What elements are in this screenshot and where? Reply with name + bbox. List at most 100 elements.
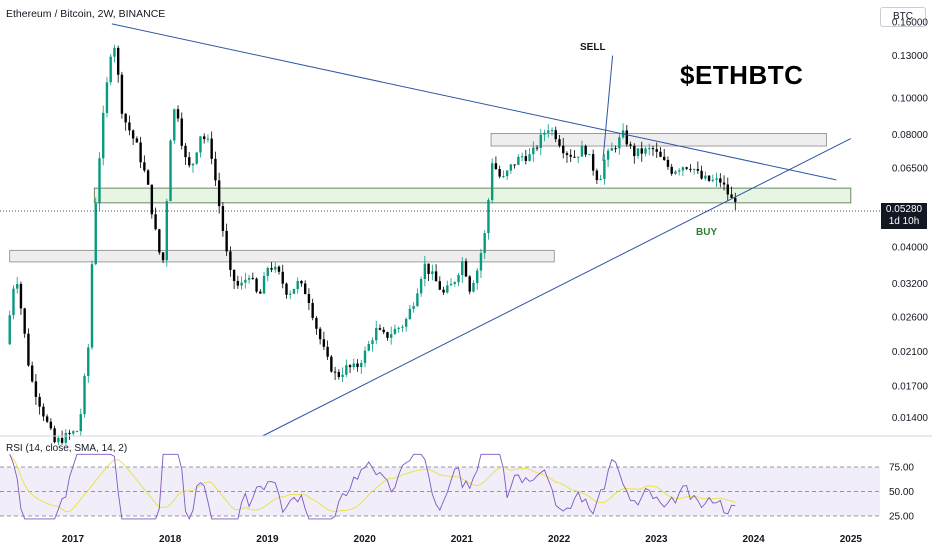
price-tick-label: 0.01400 <box>892 413 929 424</box>
candle <box>431 264 434 281</box>
candle-body <box>184 145 187 158</box>
candle <box>442 286 445 295</box>
candle <box>199 136 202 158</box>
candle-body <box>116 47 120 75</box>
candle-body <box>8 315 11 345</box>
candle <box>158 228 161 255</box>
candle-body <box>524 156 528 161</box>
candle-body <box>689 168 692 170</box>
candle-body <box>16 283 19 289</box>
candle-body <box>419 279 423 294</box>
candle <box>143 155 146 173</box>
candle-body <box>591 154 595 171</box>
candle-body <box>229 251 232 270</box>
candle <box>543 129 546 142</box>
candle <box>98 152 101 211</box>
buy-label: BUY <box>696 227 718 238</box>
candle <box>262 271 266 294</box>
candle <box>195 151 198 166</box>
candle-body <box>158 229 161 253</box>
candle-body <box>255 278 258 292</box>
candle-body <box>318 328 322 340</box>
candle <box>412 302 415 313</box>
candle <box>16 276 19 294</box>
sell-label: SELL <box>580 42 606 53</box>
candle-body <box>386 332 389 338</box>
candle-body <box>625 130 629 145</box>
candle <box>614 145 617 153</box>
trendlines-layer <box>111 23 852 437</box>
candle <box>109 54 112 86</box>
candle <box>722 175 726 191</box>
candle-body <box>251 277 255 279</box>
candle <box>352 358 355 370</box>
candle <box>311 298 314 321</box>
candle <box>292 288 296 295</box>
candle <box>333 366 337 380</box>
candle-body <box>12 288 15 316</box>
candle <box>532 141 535 162</box>
time-tick-label: 2020 <box>354 534 377 545</box>
candle <box>367 340 370 352</box>
candle <box>461 256 464 283</box>
candle <box>277 265 281 275</box>
candle <box>285 282 288 299</box>
candle-body <box>202 136 206 140</box>
currency-button[interactable]: BTC <box>880 7 926 27</box>
candle-body <box>19 283 23 309</box>
candle-body <box>188 157 191 166</box>
price-tick-label: 0.08000 <box>892 130 929 141</box>
candle-body <box>356 363 359 368</box>
candle-body <box>461 261 464 275</box>
candle <box>120 71 124 119</box>
candle-body <box>711 179 715 181</box>
candle-body <box>173 109 176 141</box>
candle <box>494 156 498 170</box>
candle-body <box>618 137 621 149</box>
candle-body <box>434 271 438 282</box>
candle-body <box>734 197 737 202</box>
candle-body <box>498 169 501 177</box>
current-price-value: 0.05280 <box>885 204 923 215</box>
candle-body <box>315 317 318 329</box>
candle <box>94 197 97 266</box>
candle <box>389 326 393 345</box>
candle <box>30 361 34 383</box>
candle-body <box>382 329 385 333</box>
time-tick-label: 2018 <box>159 534 182 545</box>
candle-body <box>23 308 26 334</box>
candle <box>416 288 419 307</box>
candle <box>12 285 15 320</box>
candle-body <box>449 283 453 286</box>
candle <box>711 174 715 183</box>
time-tick-label: 2025 <box>840 534 863 545</box>
candle <box>468 275 471 295</box>
candle-body <box>161 252 165 261</box>
candle <box>655 142 658 158</box>
candle <box>232 269 236 290</box>
candle <box>38 393 41 415</box>
candle-body <box>221 206 225 231</box>
candle-body <box>378 328 382 330</box>
candle-body <box>180 118 183 146</box>
candle <box>105 77 109 118</box>
candle <box>49 418 53 431</box>
candle-body <box>401 326 404 328</box>
candle-body <box>165 201 168 261</box>
candle-body <box>150 184 154 215</box>
candle <box>674 170 677 175</box>
candle-body <box>146 170 150 185</box>
candle <box>337 369 341 380</box>
candle-body <box>266 267 269 276</box>
candle <box>102 105 105 166</box>
candle <box>244 272 247 289</box>
candle <box>472 280 475 293</box>
candle <box>378 324 382 331</box>
candle <box>214 151 217 187</box>
candle-body <box>68 432 71 434</box>
candle-body <box>494 163 498 170</box>
candle <box>584 144 587 158</box>
candle <box>550 127 554 136</box>
candle-body <box>554 130 557 140</box>
